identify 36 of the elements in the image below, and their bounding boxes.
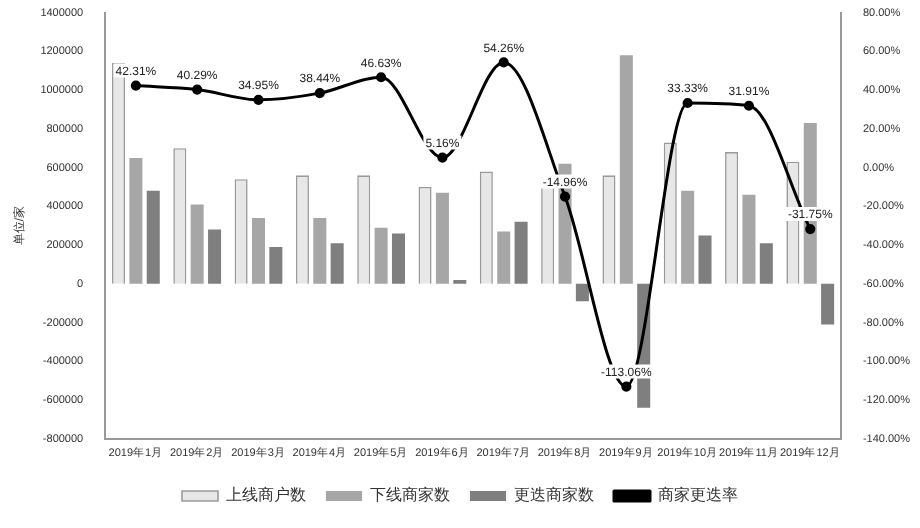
point [376, 72, 387, 83]
point [130, 80, 141, 91]
bar [759, 243, 773, 284]
point [314, 88, 325, 99]
point [682, 97, 693, 109]
legend-label: 更迭商家数 [514, 486, 594, 505]
bar [129, 157, 143, 284]
bar [681, 190, 695, 284]
bar [821, 283, 835, 325]
point [743, 100, 755, 111]
bar [313, 217, 327, 284]
bar [698, 235, 712, 284]
bar [251, 217, 266, 284]
bar [619, 55, 633, 284]
bar [575, 283, 589, 302]
bar [497, 231, 511, 284]
bar [514, 221, 528, 284]
bar [374, 227, 388, 284]
bar [269, 247, 283, 284]
bar [208, 229, 222, 284]
bar [146, 190, 160, 284]
legend-label: 上线商户数 [226, 486, 306, 505]
point [253, 94, 264, 105]
bar [190, 204, 204, 284]
legend-label: 商家更迭率 [658, 486, 738, 505]
legend-label: 下线商家数 [370, 486, 450, 505]
bar [435, 192, 449, 284]
bar [742, 194, 756, 284]
point [559, 191, 571, 202]
point [437, 152, 448, 163]
point [192, 84, 203, 95]
point [498, 57, 509, 68]
bar [330, 243, 344, 284]
point [621, 381, 632, 392]
bar [391, 233, 405, 284]
point [805, 223, 816, 235]
